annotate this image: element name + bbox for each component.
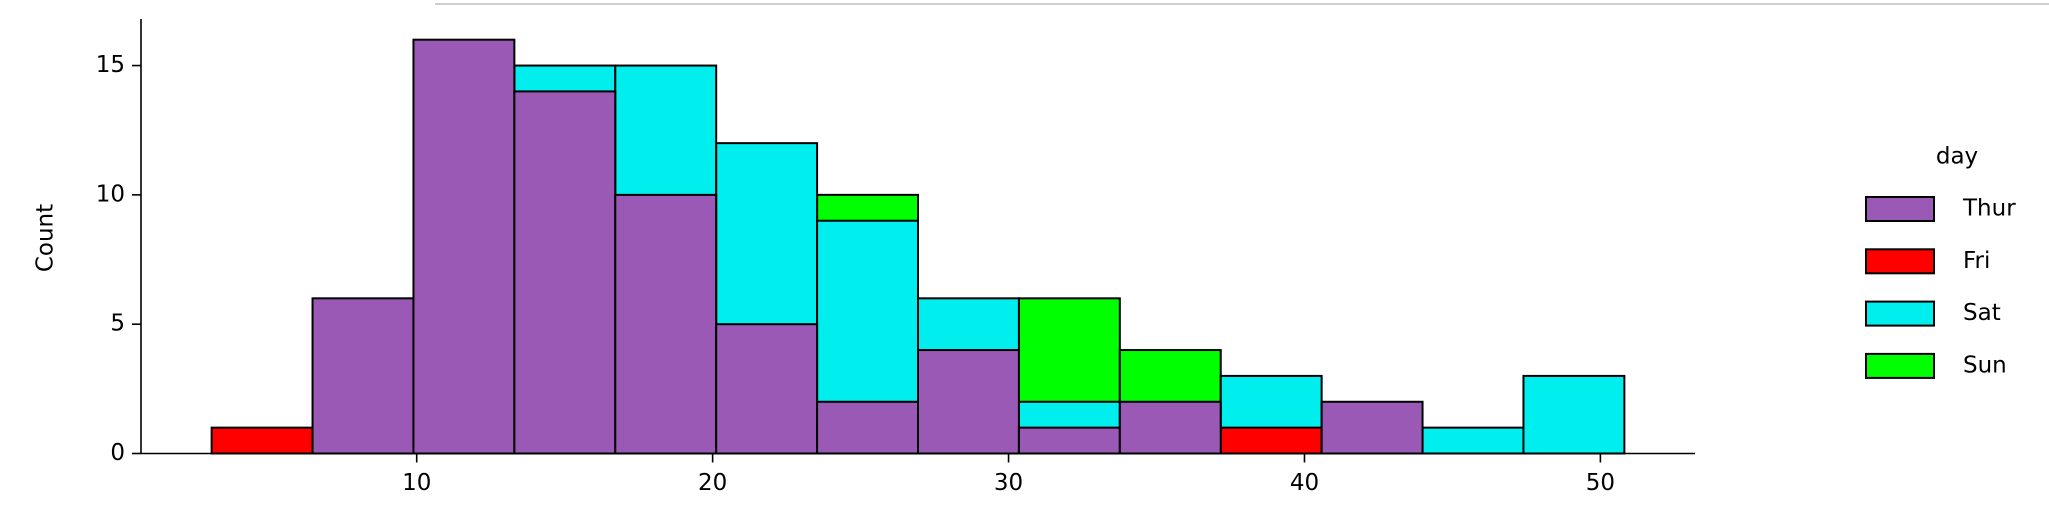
bar xyxy=(917,349,1020,455)
bar xyxy=(210,426,314,455)
y-tick-label: 5 xyxy=(110,311,125,337)
y-tick-label: 10 xyxy=(96,181,125,207)
legend-swatch xyxy=(1865,196,1935,222)
bar xyxy=(1421,426,1525,455)
x-tick-label: 50 xyxy=(1586,470,1615,496)
bar xyxy=(1320,400,1424,455)
legend-swatch xyxy=(1865,300,1935,327)
y-tick-label: 15 xyxy=(96,52,125,78)
bar xyxy=(311,297,415,455)
bar xyxy=(614,193,718,455)
bar xyxy=(1118,400,1222,455)
x-tick-label: 10 xyxy=(402,470,431,496)
legend-swatch xyxy=(1865,352,1935,379)
legend-label: Sat xyxy=(1963,300,2001,326)
y-axis-label: Count xyxy=(33,204,59,272)
bar xyxy=(1219,426,1323,455)
bar xyxy=(1522,374,1626,455)
bar xyxy=(1017,426,1121,455)
bar xyxy=(715,323,819,455)
legend-swatch xyxy=(1865,248,1935,275)
bar xyxy=(816,400,919,455)
y-tick-label: 0 xyxy=(110,440,125,466)
legend-label: Fri xyxy=(1963,248,1990,274)
x-tick-label: 40 xyxy=(1290,470,1319,496)
bar xyxy=(513,90,617,455)
x-tick-label: 30 xyxy=(994,470,1023,496)
legend-title: day xyxy=(1936,144,1978,170)
x-tick-label: 20 xyxy=(698,470,727,496)
bar xyxy=(412,38,516,455)
legend-label: Sun xyxy=(1963,352,2007,378)
legend-label: Thur xyxy=(1962,196,2016,222)
